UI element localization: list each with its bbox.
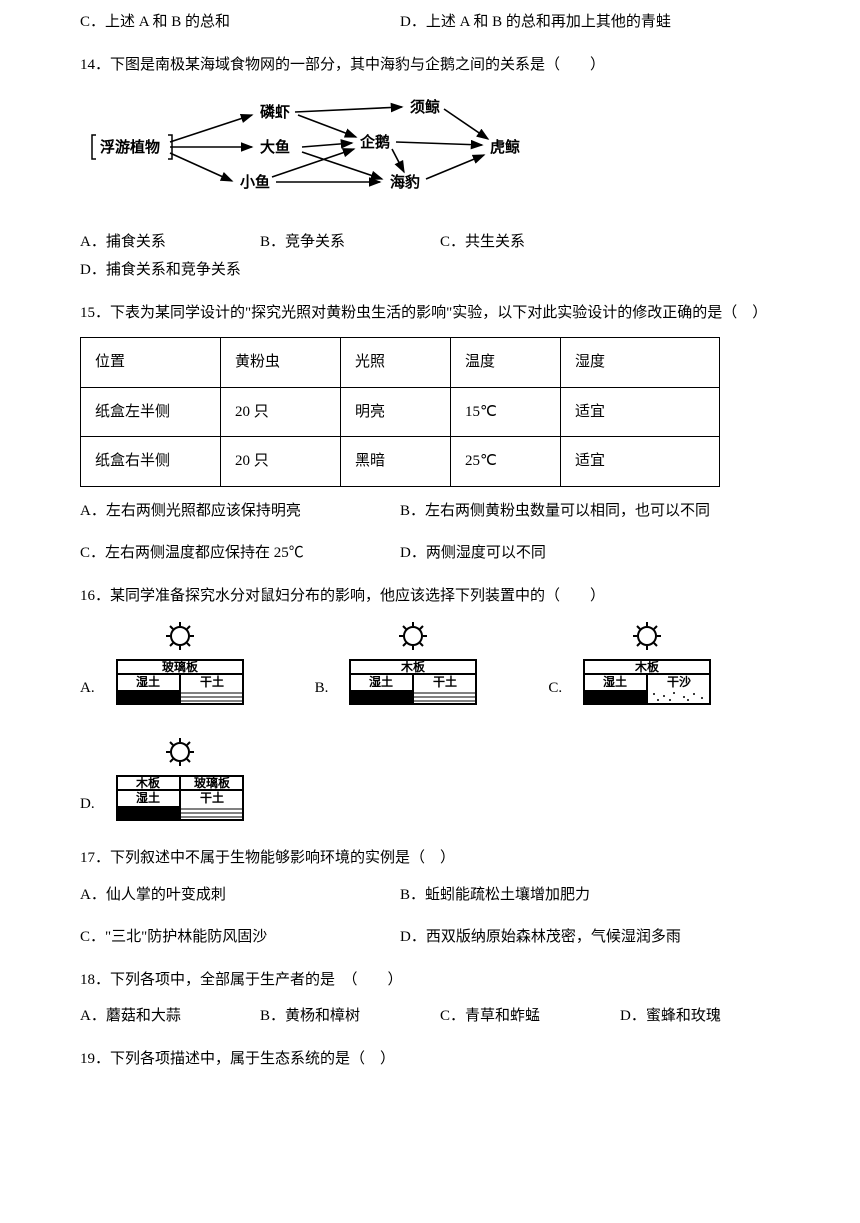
q19-text: 19．下列各项描述中，属于生态系统的是（ ） (80, 1045, 780, 1074)
q17-options-cd: C．"三北"防护林能防风固沙 D．西双版纳原始森林茂密，气候湿润多雨 (80, 923, 780, 952)
q16-option-b: B. 木板 湿土 干土 (315, 620, 489, 710)
q18-option-b: B．黄杨和樟树 (260, 1002, 400, 1031)
q17-option-d: D．西双版纳原始森林茂密，气候湿润多雨 (400, 923, 681, 952)
q14-option-c: C．共生关系 (440, 228, 580, 257)
q16-letter-d: D. (80, 790, 95, 819)
node-seal: 海豹 (390, 173, 420, 191)
q17-option-b: B．蚯蚓能疏松土壤增加肥力 (400, 881, 680, 910)
device-b-icon: 木板 湿土 干土 (338, 620, 488, 710)
node-baleen: 须鲸 (410, 98, 440, 116)
svg-text:湿土: 湿土 (369, 674, 393, 689)
svg-text:干土: 干土 (200, 790, 224, 805)
q18-option-a: A．蘑菇和大蒜 (80, 1002, 220, 1031)
q16-option-a: A. 玻璃板 湿土 干土 (80, 620, 255, 710)
q13-option-d: D．上述 A 和 B 的总和再加上其他的青蛙 (400, 8, 680, 37)
node-orca: 虎鲸 (490, 138, 520, 156)
device-c-icon: 木板 湿土 干沙 (572, 620, 722, 710)
svg-text:木板: 木板 (634, 659, 660, 674)
q16-option-d: D. 木板 玻璃板 湿土 干土 (80, 736, 255, 826)
q16-letter-b: B. (315, 674, 329, 703)
q14-foodweb-diagram: 浮游植物 磷虾 大鱼 小鱼 须鲸 企鹅 海豹 虎鲸 (80, 87, 780, 218)
node-bigfish: 大鱼 (260, 138, 290, 156)
node-smallfish: 小鱼 (240, 173, 270, 191)
svg-text:木板: 木板 (400, 659, 426, 674)
th-worm: 黄粉虫 (221, 338, 341, 388)
table-row: 纸盒右半侧 20 只 黑暗 25℃ 适宜 (81, 437, 720, 487)
q16-letter-c: C. (548, 674, 562, 703)
q13-options-cd: C．上述 A 和 B 的总和 D．上述 A 和 B 的总和再加上其他的青蛙 (80, 8, 780, 37)
q18-options: A．蘑菇和大蒜 B．黄杨和樟树 C．青草和蚱蜢 D．蜜蜂和玫瑰 (80, 1002, 780, 1031)
q18-option-d: D．蜜蜂和玫瑰 (620, 1002, 760, 1031)
node-penguin: 企鹅 (359, 133, 390, 151)
node-krill: 磷虾 (260, 103, 290, 121)
q16-letter-a: A. (80, 674, 95, 703)
q15-option-c: C．左右两侧温度都应保持在 25℃ (80, 539, 360, 568)
th-light: 光照 (341, 338, 451, 388)
svg-text:玻璃板: 玻璃板 (162, 659, 199, 674)
q15-text: 15．下表为某同学设计的"探究光照对黄粉虫生活的影响"实验，以下对此实验设计的修… (80, 299, 780, 328)
q17-option-a: A．仙人掌的叶变成刺 (80, 881, 360, 910)
svg-text:玻璃板: 玻璃板 (194, 775, 231, 790)
node-plankton: 浮游植物 (100, 138, 160, 156)
q14-option-b: B．竞争关系 (260, 228, 400, 257)
q15-table: 位置 黄粉虫 光照 温度 湿度 纸盒左半侧 20 只 明亮 15℃ 适宜 纸盒右… (80, 337, 720, 487)
q18-option-c: C．青草和蚱蜢 (440, 1002, 580, 1031)
q18-text: 18．下列各项中，全部属于生产者的是 （ ） (80, 966, 780, 995)
svg-text:湿土: 湿土 (136, 674, 160, 689)
device-a-icon: 玻璃板 湿土 干土 (105, 620, 255, 710)
table-row: 纸盒左半侧 20 只 明亮 15℃ 适宜 (81, 387, 720, 437)
q14-options: A．捕食关系 B．竞争关系 C．共生关系 D．捕食关系和竞争关系 (80, 228, 780, 285)
q14-text: 14．下图是南极某海域食物网的一部分，其中海豹与企鹅之间的关系是（ ） (80, 51, 780, 80)
q16-option-c: C. 木板 湿土 干沙 (548, 620, 722, 710)
q17-option-c: C．"三北"防护林能防风固沙 (80, 923, 360, 952)
svg-text:干沙: 干沙 (667, 675, 691, 689)
q15-option-a: A．左右两侧光照都应该保持明亮 (80, 497, 360, 526)
q15-option-d: D．两侧湿度可以不同 (400, 539, 680, 568)
q13-option-c: C．上述 A 和 B 的总和 (80, 8, 360, 37)
table-header-row: 位置 黄粉虫 光照 温度 湿度 (81, 338, 720, 388)
svg-text:湿土: 湿土 (603, 674, 627, 689)
svg-text:干土: 干土 (200, 674, 224, 689)
q16-image-options: A. 玻璃板 湿土 干土 B. (80, 620, 780, 826)
q15-option-b: B．左右两侧黄粉虫数量可以相同，也可以不同 (400, 497, 710, 526)
q14-option-d: D．捕食关系和竞争关系 (80, 256, 241, 285)
q14-option-a: A．捕食关系 (80, 228, 220, 257)
th-pos: 位置 (81, 338, 221, 388)
q15-options-cd: C．左右两侧温度都应保持在 25℃ D．两侧湿度可以不同 (80, 539, 780, 568)
q17-text: 17．下列叙述中不属于生物能够影响环境的实例是（ ） (80, 844, 780, 873)
q16-text: 16．某同学准备探究水分对鼠妇分布的影响，他应该选择下列装置中的（ ） (80, 582, 780, 611)
th-hum: 湿度 (561, 338, 720, 388)
th-temp: 温度 (451, 338, 561, 388)
svg-text:木板: 木板 (135, 775, 161, 790)
svg-text:湿土: 湿土 (136, 790, 160, 805)
q15-options-ab: A．左右两侧光照都应该保持明亮 B．左右两侧黄粉虫数量可以相同，也可以不同 (80, 497, 780, 526)
q17-options-ab: A．仙人掌的叶变成刺 B．蚯蚓能疏松土壤增加肥力 (80, 881, 780, 910)
svg-text:干土: 干土 (433, 674, 457, 689)
device-d-icon: 木板 玻璃板 湿土 干土 (105, 736, 255, 826)
